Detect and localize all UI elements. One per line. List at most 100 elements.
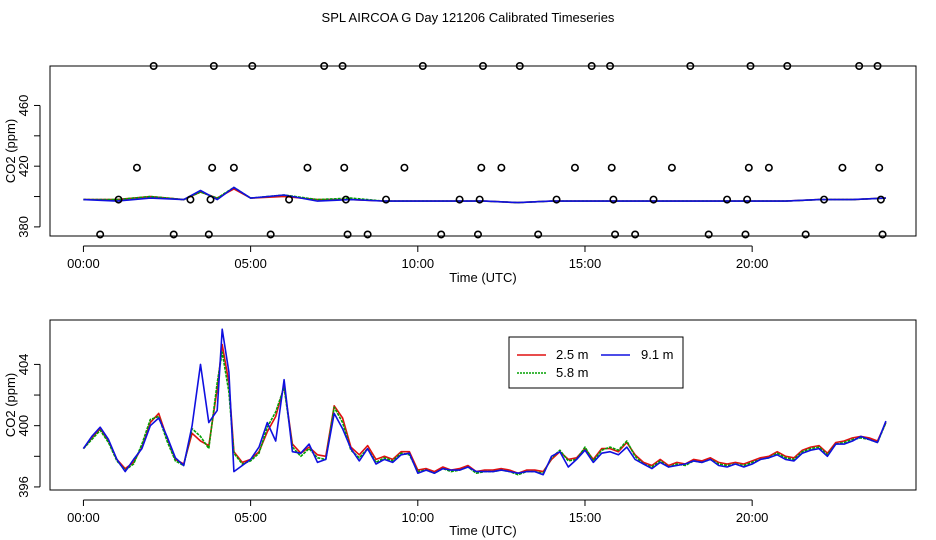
calibration-point [186, 195, 195, 204]
calibration-point [208, 163, 217, 172]
calibration-point [400, 163, 409, 172]
calibration-point [266, 230, 275, 239]
calibration-point [340, 163, 349, 172]
calibration-point [552, 195, 561, 204]
calibration-point [338, 61, 347, 70]
calibration-point [303, 163, 312, 172]
calibration-point [382, 195, 391, 204]
bottom-y-tick-label: 400 [16, 415, 31, 437]
calibration-point [209, 61, 218, 70]
calibration-point [515, 61, 524, 70]
top-calibration-points [96, 61, 887, 239]
legend-label-2-5m: 2.5 m [556, 347, 589, 362]
top-y-axis: 380 420 460 [16, 95, 41, 238]
calibration-point [741, 230, 750, 239]
top-y-tick-label: 420 [16, 155, 31, 177]
top-x-axis-label: Time (UTC) [449, 270, 516, 285]
calibration-point [667, 163, 676, 172]
calibration-point [363, 230, 372, 239]
bottom-series-line-5-8m [82, 351, 887, 476]
top-plot-frame [49, 65, 917, 237]
calibration-point [764, 163, 773, 172]
bottom-x-tick-label: 00:00 [67, 510, 100, 525]
top-y-axis-label: CO2 (ppm) [3, 119, 18, 183]
bottom-x-tick-label: 05:00 [234, 510, 267, 525]
calibration-point [96, 230, 105, 239]
bottom-x-tick-label: 15:00 [569, 510, 602, 525]
calibration-point [876, 195, 885, 204]
calibration-point [744, 163, 753, 172]
bottom-plot-frame [49, 319, 917, 491]
top-y-tick-label: 460 [16, 95, 31, 117]
top-panel: 00:00 05:00 10:00 15:00 20:00 380 420 460 Time… [3, 61, 917, 285]
calibration-point [478, 61, 487, 70]
bottom-y-tick-label: 404 [16, 354, 31, 376]
top-x-tick-label: 00:00 [67, 256, 100, 271]
calibration-point [607, 163, 616, 172]
calibration-point [285, 195, 294, 204]
bottom-x-axis-label: Time (UTC) [449, 523, 516, 538]
calibration-point [649, 195, 658, 204]
calibration-point [723, 195, 732, 204]
calibration-point [341, 195, 350, 204]
bottom-y-tick-label: 396 [16, 476, 31, 498]
calibration-point [343, 230, 352, 239]
calibration-point [587, 61, 596, 70]
calibration-point [838, 163, 847, 172]
calibration-point [437, 230, 446, 239]
legend-label-5-8m: 5.8 m [556, 365, 589, 380]
bottom-panel: 00:00 05:00 10:00 15:00 20:00 396 400 404 Time… [3, 319, 917, 538]
legend: 2.5 m 5.8 m 9.1 m [508, 336, 684, 389]
calibration-point [114, 195, 123, 204]
calibration-point [320, 61, 329, 70]
top-x-tick-label: 20:00 [736, 256, 769, 271]
top-x-tick-label: 05:00 [234, 256, 267, 271]
top-series-line-9-1m [83, 186, 886, 204]
calibration-point [801, 230, 810, 239]
legend-label-9-1m: 9.1 m [641, 347, 674, 362]
top-y-tick-label: 380 [16, 216, 31, 238]
bottom-x-tick-label: 10:00 [402, 510, 435, 525]
calibration-point [686, 61, 695, 70]
bottom-y-axis-label: CO2 (ppm) [3, 373, 18, 437]
calibration-point [743, 195, 752, 204]
calibration-point [783, 61, 792, 70]
calibration-point [475, 195, 484, 204]
calibration-point [204, 230, 213, 239]
legend-box [508, 336, 684, 389]
calibration-point [477, 163, 486, 172]
calibration-point [704, 230, 713, 239]
calibration-point [455, 195, 464, 204]
calibration-point [229, 163, 238, 172]
bottom-x-axis: 00:00 05:00 10:00 15:00 20:00 [67, 499, 769, 525]
calibration-point [855, 61, 864, 70]
calibration-point [875, 163, 884, 172]
calibration-point [248, 61, 257, 70]
calibration-point [611, 230, 620, 239]
bottom-x-tick-label: 20:00 [736, 510, 769, 525]
calibration-point [132, 163, 141, 172]
calibration-point [873, 61, 882, 70]
calibration-point [149, 61, 158, 70]
calibration-point [169, 230, 178, 239]
top-x-tick-label: 15:00 [569, 256, 602, 271]
chart-title: SPL AIRCOA G Day 121206 Calibrated Times… [322, 10, 615, 25]
calibration-point [746, 61, 755, 70]
calibration-point [606, 61, 615, 70]
calibration-point [609, 195, 618, 204]
top-series-group [83, 186, 886, 204]
calibration-point [631, 230, 640, 239]
calibration-point [497, 163, 506, 172]
top-x-axis: 00:00 05:00 10:00 15:00 20:00 [67, 245, 769, 271]
calibration-point [473, 230, 482, 239]
calibration-point [878, 230, 887, 239]
top-x-tick-label: 10:00 [402, 256, 435, 271]
bottom-series-group [82, 328, 887, 476]
bottom-series-line-9-1m [82, 328, 887, 476]
calibration-point [820, 195, 829, 204]
calibration-point [570, 163, 579, 172]
calibration-point [534, 230, 543, 239]
calibration-point [206, 195, 215, 204]
